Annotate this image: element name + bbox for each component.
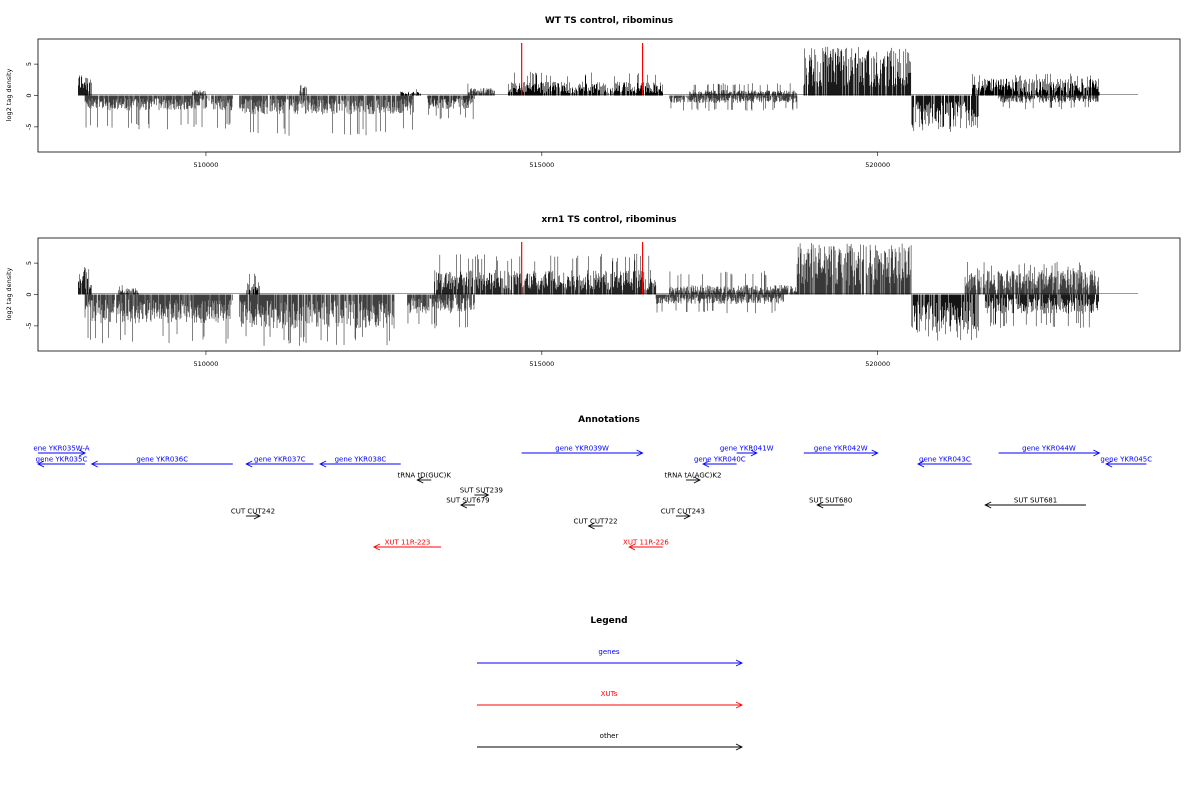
x-tick-label: 510000 — [194, 360, 219, 368]
feature-label: SUT SUT239 — [460, 487, 503, 495]
feature-arrow — [319, 460, 401, 468]
feature-arrow — [917, 460, 972, 468]
legend-label: XUTs — [601, 690, 618, 698]
wt-density-bars — [78, 46, 1100, 136]
legend-title: Legend — [590, 616, 627, 626]
feature-label: CUT CUT242 — [231, 508, 275, 516]
feature-arrow — [245, 460, 314, 468]
legend-arrow-xut — [477, 701, 744, 709]
feature-label: XUT 11R-226 — [623, 539, 669, 547]
feature-arrow — [998, 449, 1101, 457]
feature-arrow — [38, 449, 87, 457]
feature-label: gene YKR038C — [335, 456, 387, 464]
xrn1-markers — [521, 242, 644, 295]
xrn1-density-panel: xrn1 TS control, ribominus 50-5 510000 51… — [5, 215, 1181, 368]
xrn1-panel-title: xrn1 TS control, ribominus — [541, 215, 676, 225]
y-tick-label: 5 — [25, 62, 33, 66]
legend-label: other — [600, 732, 619, 740]
y-tick-label: 0 — [25, 93, 33, 97]
feature-label: SUT SUT681 — [1014, 497, 1057, 505]
feature-arrow — [702, 460, 737, 468]
wt-x-axis: 510000 515000 520000 — [194, 151, 890, 169]
legend-arrow-gene — [477, 659, 744, 667]
feature-label: tRNA tD(GUC)K — [398, 472, 452, 480]
feature-label: gene YKR045C — [1100, 456, 1152, 464]
xrn1-x-axis: 510000 515000 520000 — [194, 350, 890, 368]
feature-arrow — [628, 543, 663, 551]
xrn1-y-axis: 5 0 -5 — [25, 261, 39, 329]
feature-label: SUT SUT679 — [446, 497, 489, 505]
feature-arrow — [675, 512, 691, 520]
feature-arrow — [984, 501, 1086, 509]
feature-label: CUT CUT243 — [661, 508, 705, 516]
feature-label: gene YKR044W — [1022, 445, 1076, 453]
feature-label: gene YKR043C — [919, 456, 971, 464]
x-tick-label: 520000 — [865, 161, 890, 169]
y-tick-label: -5 — [25, 124, 33, 130]
feature-arrow — [245, 512, 261, 520]
feature-arrow — [587, 522, 603, 530]
xrn1-y-axis-label: log2 tag density — [5, 268, 13, 321]
feature-label: SUT SUT680 — [809, 497, 852, 505]
feature-arrow — [372, 543, 442, 551]
feature-arrow — [416, 476, 432, 484]
feature-arrow — [1105, 460, 1147, 468]
y-tick-label: 0 — [25, 292, 33, 296]
y-tick-label: 5 — [25, 261, 33, 265]
wt-density-panel: WT TS control, ribominus 5 0 -5 510000 5150… — [5, 16, 1181, 169]
feature-label: tRNA tA(AGC)K2 — [665, 472, 722, 480]
feature-label: gene YKR039W — [555, 445, 609, 453]
feature-arrow — [816, 501, 845, 509]
feature-label: gene YKR041W — [720, 445, 774, 453]
wt-markers — [521, 43, 644, 96]
feature-arrow — [736, 449, 758, 457]
annotations-title: Annotations — [578, 415, 640, 425]
x-tick-label: 515000 — [529, 161, 554, 169]
feature-label: CUT CUT722 — [573, 518, 617, 526]
feature-label: ene YKR035W-A — [33, 445, 89, 453]
feature-arrow — [521, 449, 644, 457]
x-tick-label: 520000 — [865, 360, 890, 368]
xrn1-density-bars — [78, 243, 1099, 346]
feature-arrow — [36, 460, 86, 468]
feature-label: XUT 11R-223 — [385, 539, 431, 547]
feature-label: gene YKR037C — [254, 456, 306, 464]
legend: genes XUTs other — [477, 648, 744, 751]
x-tick-label: 510000 — [194, 161, 219, 169]
feature-arrow — [685, 476, 701, 484]
feature-arrow — [90, 460, 233, 468]
feature-label: gene YKR035C — [36, 456, 88, 464]
legend-label: genes — [598, 648, 619, 656]
feature-arrow — [459, 501, 475, 509]
y-tick-label: -5 — [25, 323, 33, 329]
feature-arrow — [803, 449, 879, 457]
annotation-track: ene YKR035W-A gene YKR035C gene YKR036C gen… — [33, 445, 1152, 551]
wt-y-axis: 5 0 -5 — [25, 62, 39, 130]
feature-label: gene YKR040C — [694, 456, 746, 464]
wt-y-axis-label: log2 tag density — [5, 69, 13, 122]
x-tick-label: 515000 — [529, 360, 554, 368]
wt-panel-title: WT TS control, ribominus — [545, 16, 673, 26]
feature-arrow — [474, 491, 490, 499]
legend-arrow-other — [477, 743, 744, 751]
feature-label: gene YKR042W — [814, 445, 868, 453]
feature-label: gene YKR036C — [136, 456, 188, 464]
